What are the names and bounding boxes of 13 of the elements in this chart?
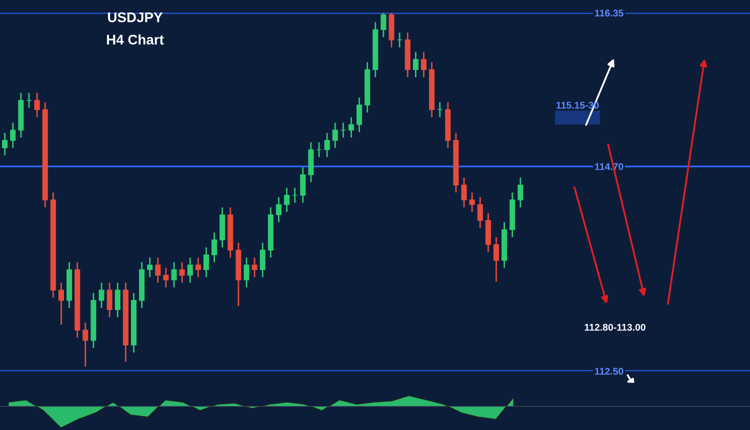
y-tick-label: 116.35 [595, 10, 624, 17]
chart-title: USDJPY [108, 12, 163, 22]
candlestick [26, 92, 32, 108]
y-tick-label: 112.50 [595, 368, 624, 375]
candlestick [316, 142, 322, 158]
candlestick [396, 32, 402, 48]
annotation: 112.80-113.00 [584, 324, 646, 331]
candlestick [437, 102, 443, 118]
candlestick [292, 187, 298, 204]
candlestick [171, 262, 177, 288]
candlestick [244, 256, 250, 288]
text: H4 Chart [106, 34, 164, 45]
candlestick [340, 122, 346, 138]
